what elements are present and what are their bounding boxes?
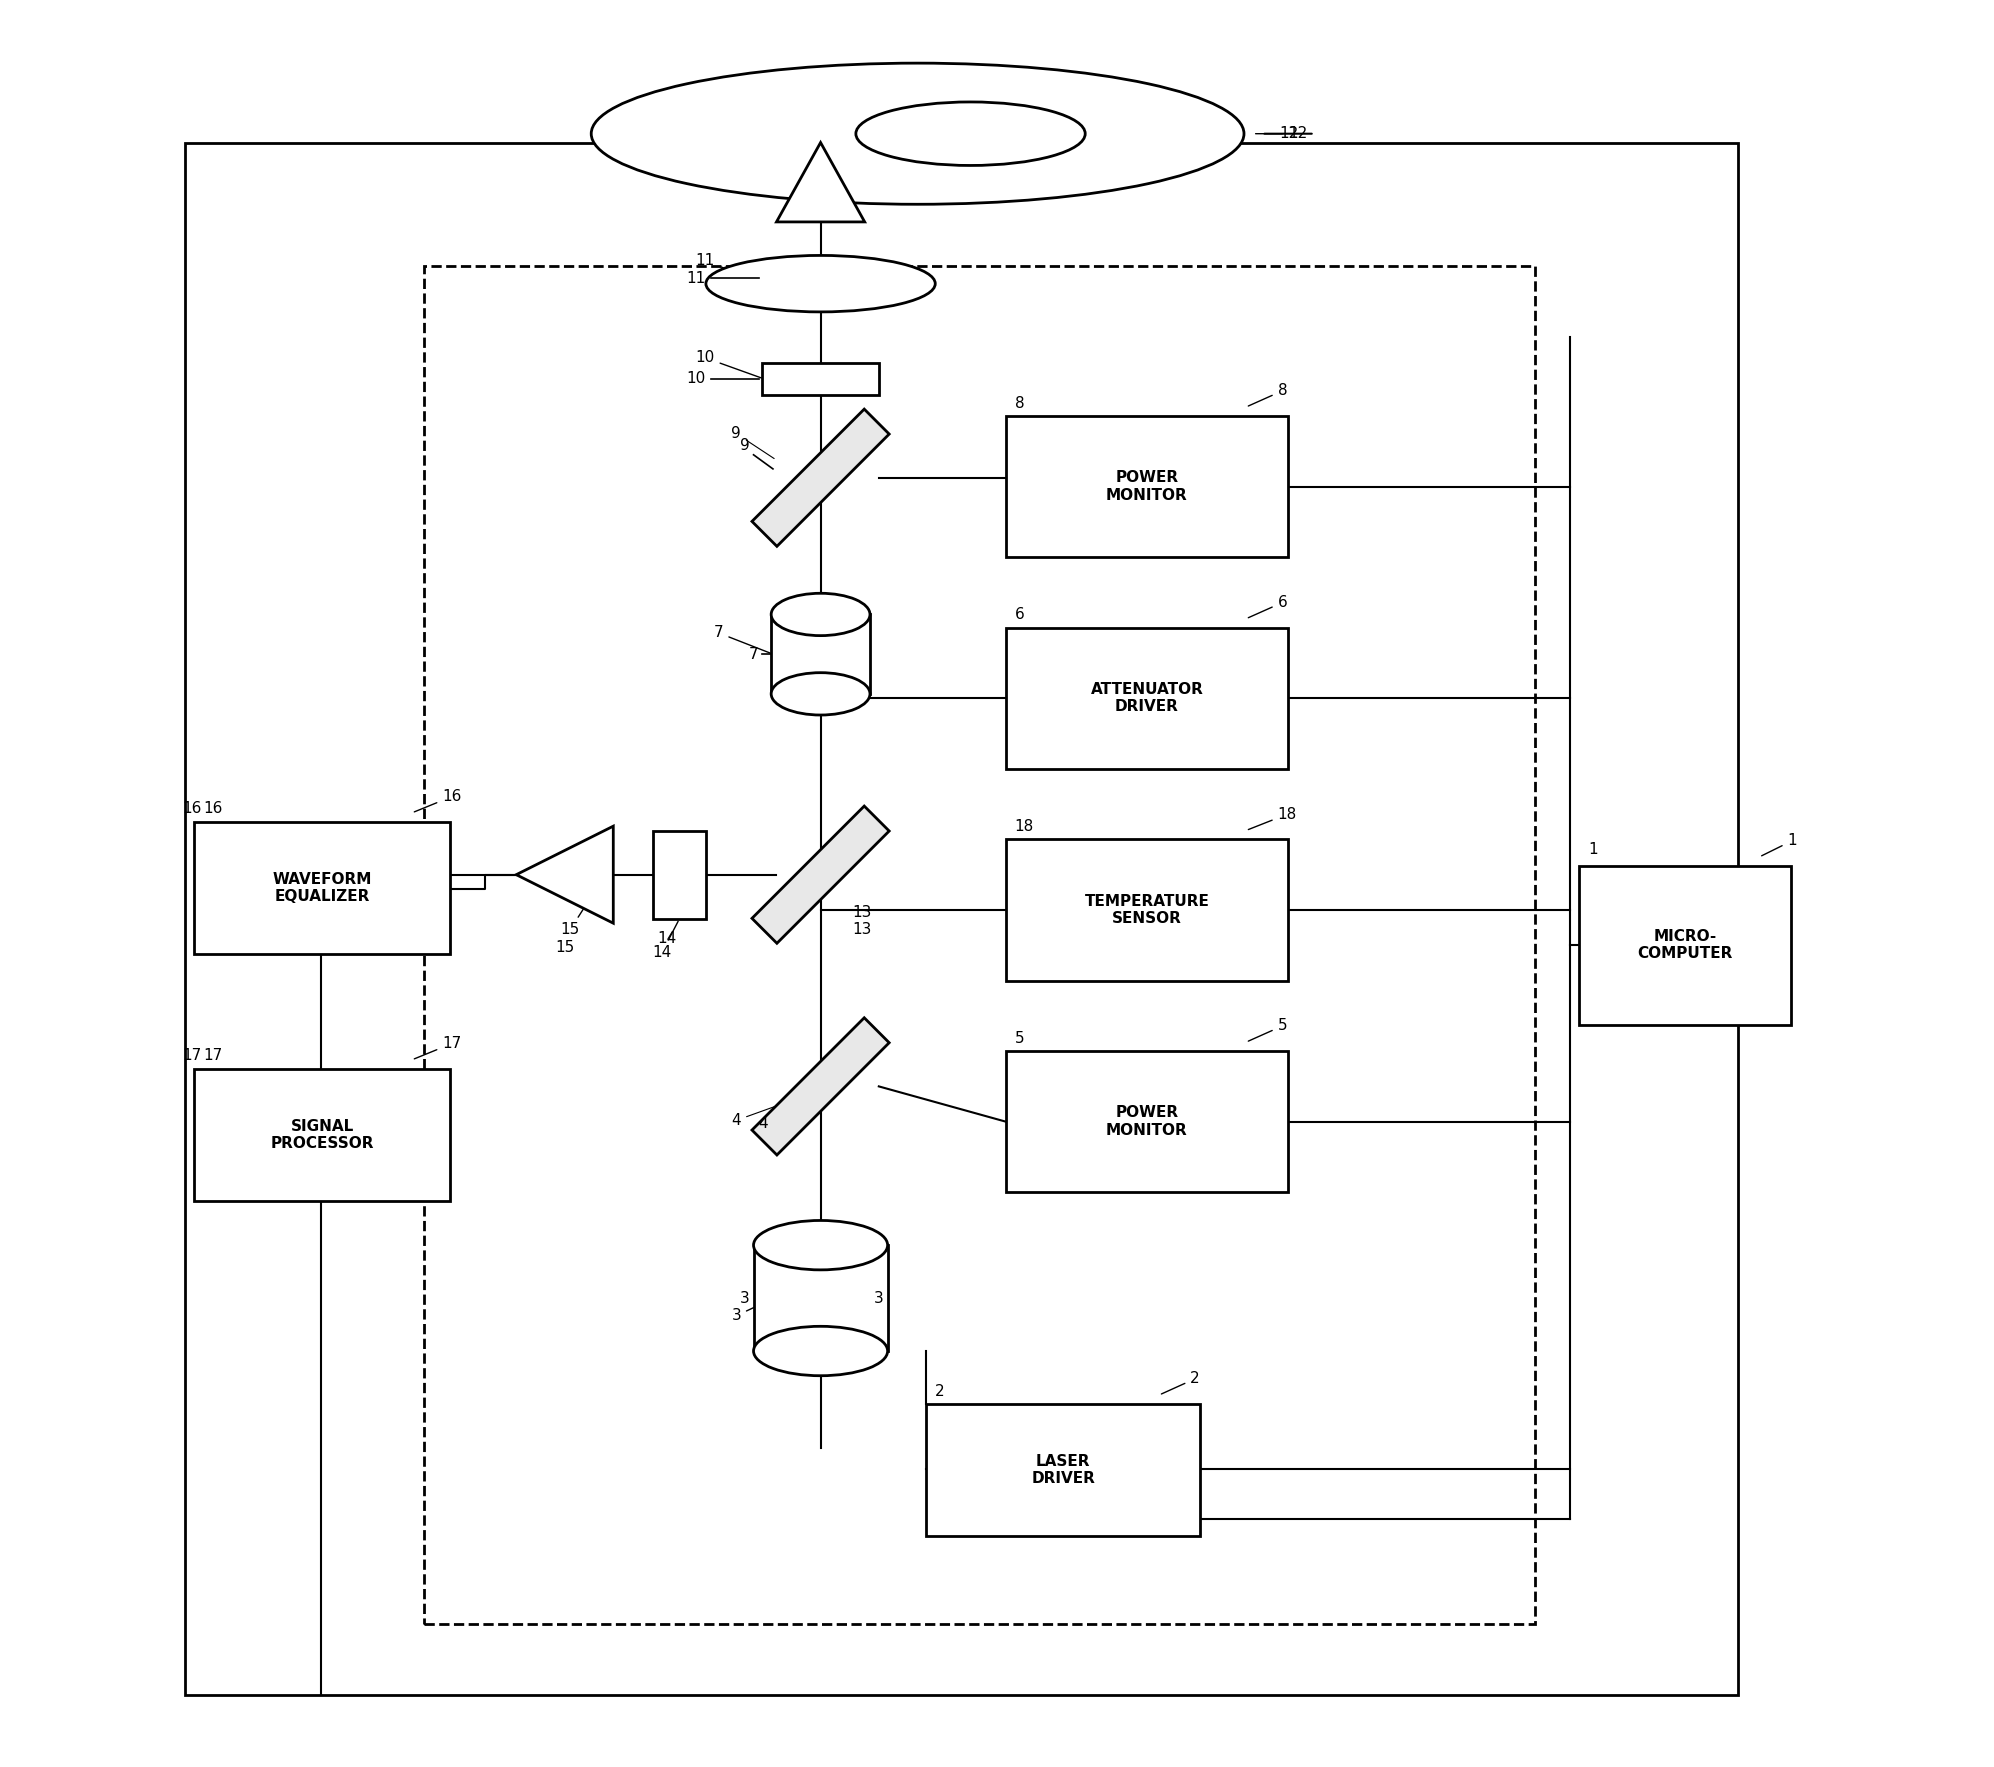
Text: 15: 15 xyxy=(560,876,604,937)
Text: 2: 2 xyxy=(1161,1371,1200,1394)
Ellipse shape xyxy=(855,102,1085,166)
Polygon shape xyxy=(752,410,889,546)
Text: 5: 5 xyxy=(1248,1018,1288,1041)
Text: 5: 5 xyxy=(1015,1030,1025,1046)
Text: 3: 3 xyxy=(740,1290,750,1306)
Text: 10: 10 xyxy=(696,350,762,378)
Polygon shape xyxy=(752,1018,889,1156)
Text: 2: 2 xyxy=(935,1384,945,1399)
Ellipse shape xyxy=(754,1221,887,1270)
Text: 11: 11 xyxy=(696,253,762,283)
FancyBboxPatch shape xyxy=(193,822,451,954)
FancyBboxPatch shape xyxy=(1005,1051,1288,1193)
Text: SIGNAL
PROCESSOR: SIGNAL PROCESSOR xyxy=(271,1119,375,1150)
Text: 14: 14 xyxy=(658,931,676,945)
Text: TEMPERATURE
SENSOR: TEMPERATURE SENSOR xyxy=(1085,894,1210,926)
Ellipse shape xyxy=(772,594,869,636)
Text: LASER
DRIVER: LASER DRIVER xyxy=(1031,1454,1095,1486)
Polygon shape xyxy=(776,143,865,223)
FancyBboxPatch shape xyxy=(1005,627,1288,769)
Text: 16: 16 xyxy=(415,790,461,811)
FancyBboxPatch shape xyxy=(652,830,706,919)
Text: 18: 18 xyxy=(1248,808,1296,829)
FancyBboxPatch shape xyxy=(193,1069,451,1202)
Text: 3: 3 xyxy=(873,1290,883,1306)
Text: MICRO-
COMPUTER: MICRO- COMPUTER xyxy=(1637,929,1733,961)
Text: POWER
MONITOR: POWER MONITOR xyxy=(1107,1106,1188,1138)
Text: 9: 9 xyxy=(732,426,774,459)
Text: 11: 11 xyxy=(686,270,706,286)
Text: 16: 16 xyxy=(203,802,223,816)
Text: 17: 17 xyxy=(203,1048,223,1064)
Text: 9: 9 xyxy=(740,438,750,454)
Text: 8: 8 xyxy=(1015,396,1025,410)
Text: 15: 15 xyxy=(554,940,574,954)
Text: 17: 17 xyxy=(181,1048,201,1064)
FancyBboxPatch shape xyxy=(1579,866,1791,1025)
Ellipse shape xyxy=(592,64,1244,205)
Ellipse shape xyxy=(772,673,869,716)
Text: 8: 8 xyxy=(1248,383,1288,406)
Text: ATTENUATOR
DRIVER: ATTENUATOR DRIVER xyxy=(1091,682,1204,714)
Polygon shape xyxy=(516,827,614,922)
Text: 14: 14 xyxy=(652,921,678,959)
Text: 18: 18 xyxy=(1015,820,1035,834)
Text: 1: 1 xyxy=(1761,834,1797,855)
Text: 7: 7 xyxy=(714,626,770,654)
Text: 12: 12 xyxy=(1280,125,1298,141)
Text: WAVEFORM
EQUALIZER: WAVEFORM EQUALIZER xyxy=(273,871,371,905)
Text: 4: 4 xyxy=(758,1117,768,1131)
Polygon shape xyxy=(752,806,889,944)
Text: 7: 7 xyxy=(750,647,760,661)
Text: 16: 16 xyxy=(181,802,201,816)
FancyBboxPatch shape xyxy=(754,1246,887,1352)
Text: 13: 13 xyxy=(851,905,871,919)
FancyBboxPatch shape xyxy=(1005,415,1288,557)
Text: 6: 6 xyxy=(1248,595,1288,618)
Text: 3: 3 xyxy=(732,1293,784,1323)
Ellipse shape xyxy=(754,1327,887,1376)
FancyBboxPatch shape xyxy=(772,615,869,694)
FancyBboxPatch shape xyxy=(927,1405,1200,1536)
FancyBboxPatch shape xyxy=(762,362,879,394)
Ellipse shape xyxy=(706,256,935,313)
Text: 13: 13 xyxy=(851,922,871,937)
FancyBboxPatch shape xyxy=(1005,839,1288,981)
Text: 4: 4 xyxy=(732,1104,780,1127)
Text: 17: 17 xyxy=(415,1035,461,1058)
Text: 10: 10 xyxy=(686,371,706,387)
Text: 6: 6 xyxy=(1015,608,1025,622)
Text: POWER
MONITOR: POWER MONITOR xyxy=(1107,470,1188,504)
Text: 1: 1 xyxy=(1587,843,1597,857)
Text: 12: 12 xyxy=(1256,125,1308,141)
